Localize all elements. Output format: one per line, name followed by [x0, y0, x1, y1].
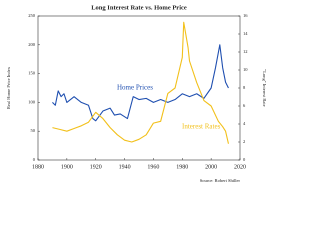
y2-tick-label: 0 — [243, 157, 246, 162]
y2-tick-label: 4 — [243, 121, 246, 126]
y-tick-label: 200 — [28, 42, 36, 47]
y-tick-label: 50 — [31, 128, 36, 133]
source-note: Source: Robert Shiller — [200, 178, 241, 183]
y-tick-label: 150 — [28, 71, 36, 76]
annotation: Home Prices — [117, 84, 153, 92]
y2-axis-title: "Long" Interest Rate — [262, 69, 267, 106]
chart-title: Long Interest Rate vs. Home Price — [91, 4, 187, 11]
y-axis-title: Real Home Price Index — [6, 66, 11, 109]
page: {"chart_data": { "type": "line", "title"… — [6, 4, 267, 184]
y-tick-label: 100 — [28, 99, 36, 104]
y-tick-label: 250 — [28, 13, 36, 18]
series-line — [52, 44, 229, 122]
y2-tick-label: 6 — [243, 103, 246, 108]
y-tick-label: 0 — [33, 157, 36, 162]
x-tick-label: 1900 — [61, 164, 73, 170]
x-tick-label: 1960 — [147, 164, 159, 170]
y2-tick-label: 12 — [243, 49, 248, 54]
y2-tick-label: 14 — [243, 31, 248, 36]
y2-tick-label: 10 — [243, 67, 248, 72]
series-line — [52, 21, 229, 144]
x-tick-label: 1980 — [176, 164, 188, 170]
chart: Long Interest Rate vs. Home Price Real H… — [6, 4, 267, 183]
y2-tick-label: 2 — [243, 139, 245, 144]
x-tick-label: 1940 — [119, 164, 131, 170]
y2-tick-label: 8 — [243, 85, 246, 90]
x-tick-label: 1880 — [32, 164, 44, 170]
x-tick-label: 2000 — [205, 164, 217, 170]
x-tick-label: 1920 — [90, 164, 102, 170]
y2-tick-label: 16 — [243, 13, 248, 18]
annotation: Interest Rates — [182, 123, 221, 131]
x-tick-label: 2020 — [234, 164, 246, 170]
